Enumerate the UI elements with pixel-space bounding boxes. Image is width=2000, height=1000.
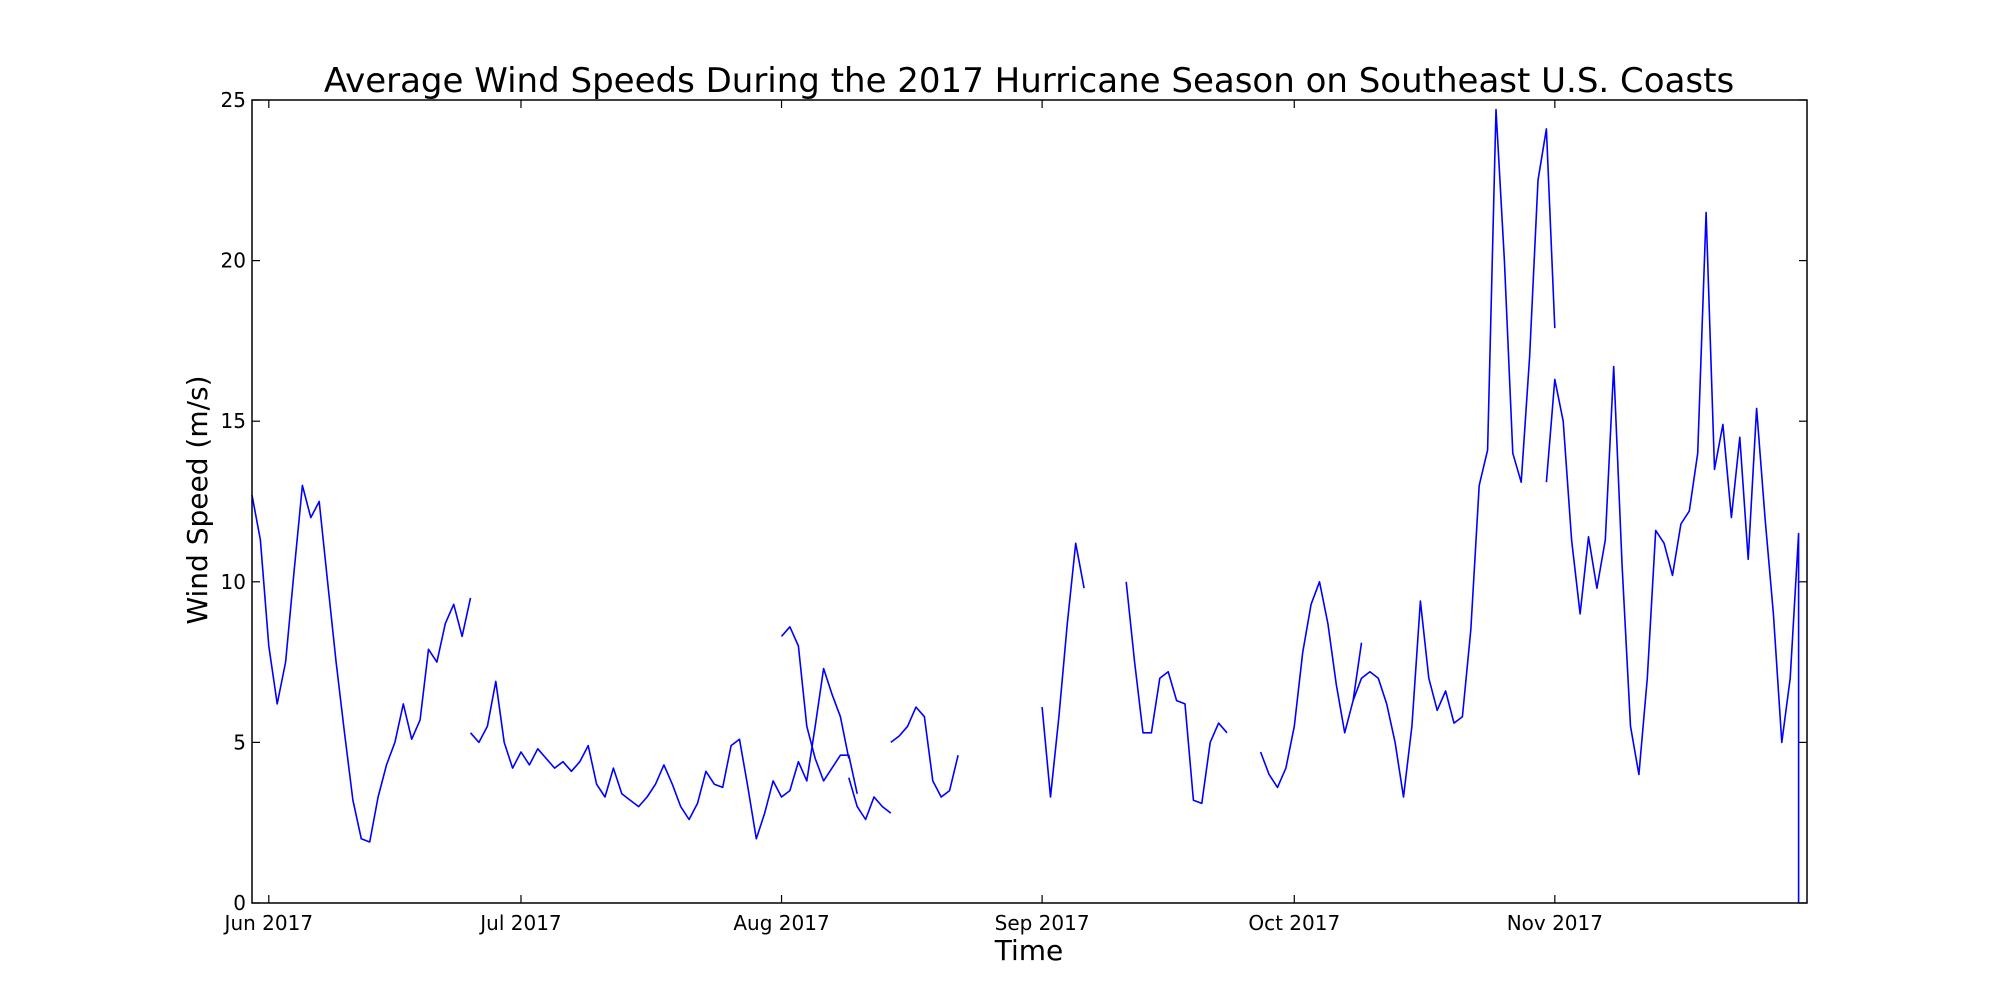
chart-title: Average Wind Speeds During the 2017 Hurr… <box>324 61 1734 101</box>
y-tick-label: 25 <box>221 88 246 112</box>
x-tick-label: Jul 2017 <box>478 911 561 935</box>
x-tick-label: Aug 2017 <box>733 911 829 935</box>
series-line-segment <box>251 484 472 843</box>
series-line-segment <box>1545 211 1800 903</box>
y-tick-label: 10 <box>221 570 246 594</box>
x-axis-label: Time <box>994 934 1064 967</box>
y-tick-label: 20 <box>221 249 246 273</box>
series-line-segment <box>890 706 959 798</box>
axis-ticks: 0 5 10 15 20 25 Jun 2017 Jul 2017 Aug 2017 Sep 20… <box>221 88 1807 935</box>
series-line-segment <box>1125 581 1228 805</box>
y-tick-label: 5 <box>233 730 246 754</box>
x-tick-label: Jun 2017 <box>223 911 314 935</box>
x-tick-label: Oct 2017 <box>1248 911 1340 935</box>
x-tick-label: Nov 2017 <box>1507 911 1603 935</box>
x-tick-label: Sep 2017 <box>995 911 1090 935</box>
series-line-segment <box>469 667 850 840</box>
y-tick-label: 0 <box>233 891 246 915</box>
series-line-segment <box>780 626 858 794</box>
series-line-segment <box>1041 542 1085 798</box>
series-line-segment <box>1259 581 1363 789</box>
y-axis-label: Wind Speed (m/s) <box>181 375 214 624</box>
plot-area <box>251 108 1800 903</box>
plot-frame <box>251 99 1808 904</box>
series-line-segment <box>848 777 892 821</box>
y-tick-label: 15 <box>221 409 246 433</box>
series-line-segment <box>1352 108 1556 798</box>
